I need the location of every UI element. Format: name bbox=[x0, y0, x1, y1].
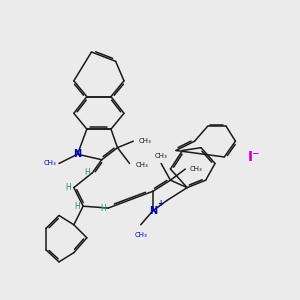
Text: H: H bbox=[75, 202, 80, 211]
Text: CH₃: CH₃ bbox=[135, 162, 148, 168]
Text: N: N bbox=[149, 206, 157, 216]
Text: H: H bbox=[84, 168, 90, 177]
Text: H: H bbox=[65, 183, 71, 192]
Text: N: N bbox=[74, 149, 82, 159]
Text: CH₃: CH₃ bbox=[134, 232, 147, 238]
Text: +: + bbox=[157, 199, 163, 208]
Text: CH₃: CH₃ bbox=[155, 153, 167, 159]
Text: I⁻: I⁻ bbox=[248, 150, 260, 164]
Text: CH₃: CH₃ bbox=[190, 166, 203, 172]
Text: H: H bbox=[100, 204, 106, 213]
Text: CH₃: CH₃ bbox=[44, 160, 56, 166]
Text: CH₃: CH₃ bbox=[139, 138, 152, 144]
